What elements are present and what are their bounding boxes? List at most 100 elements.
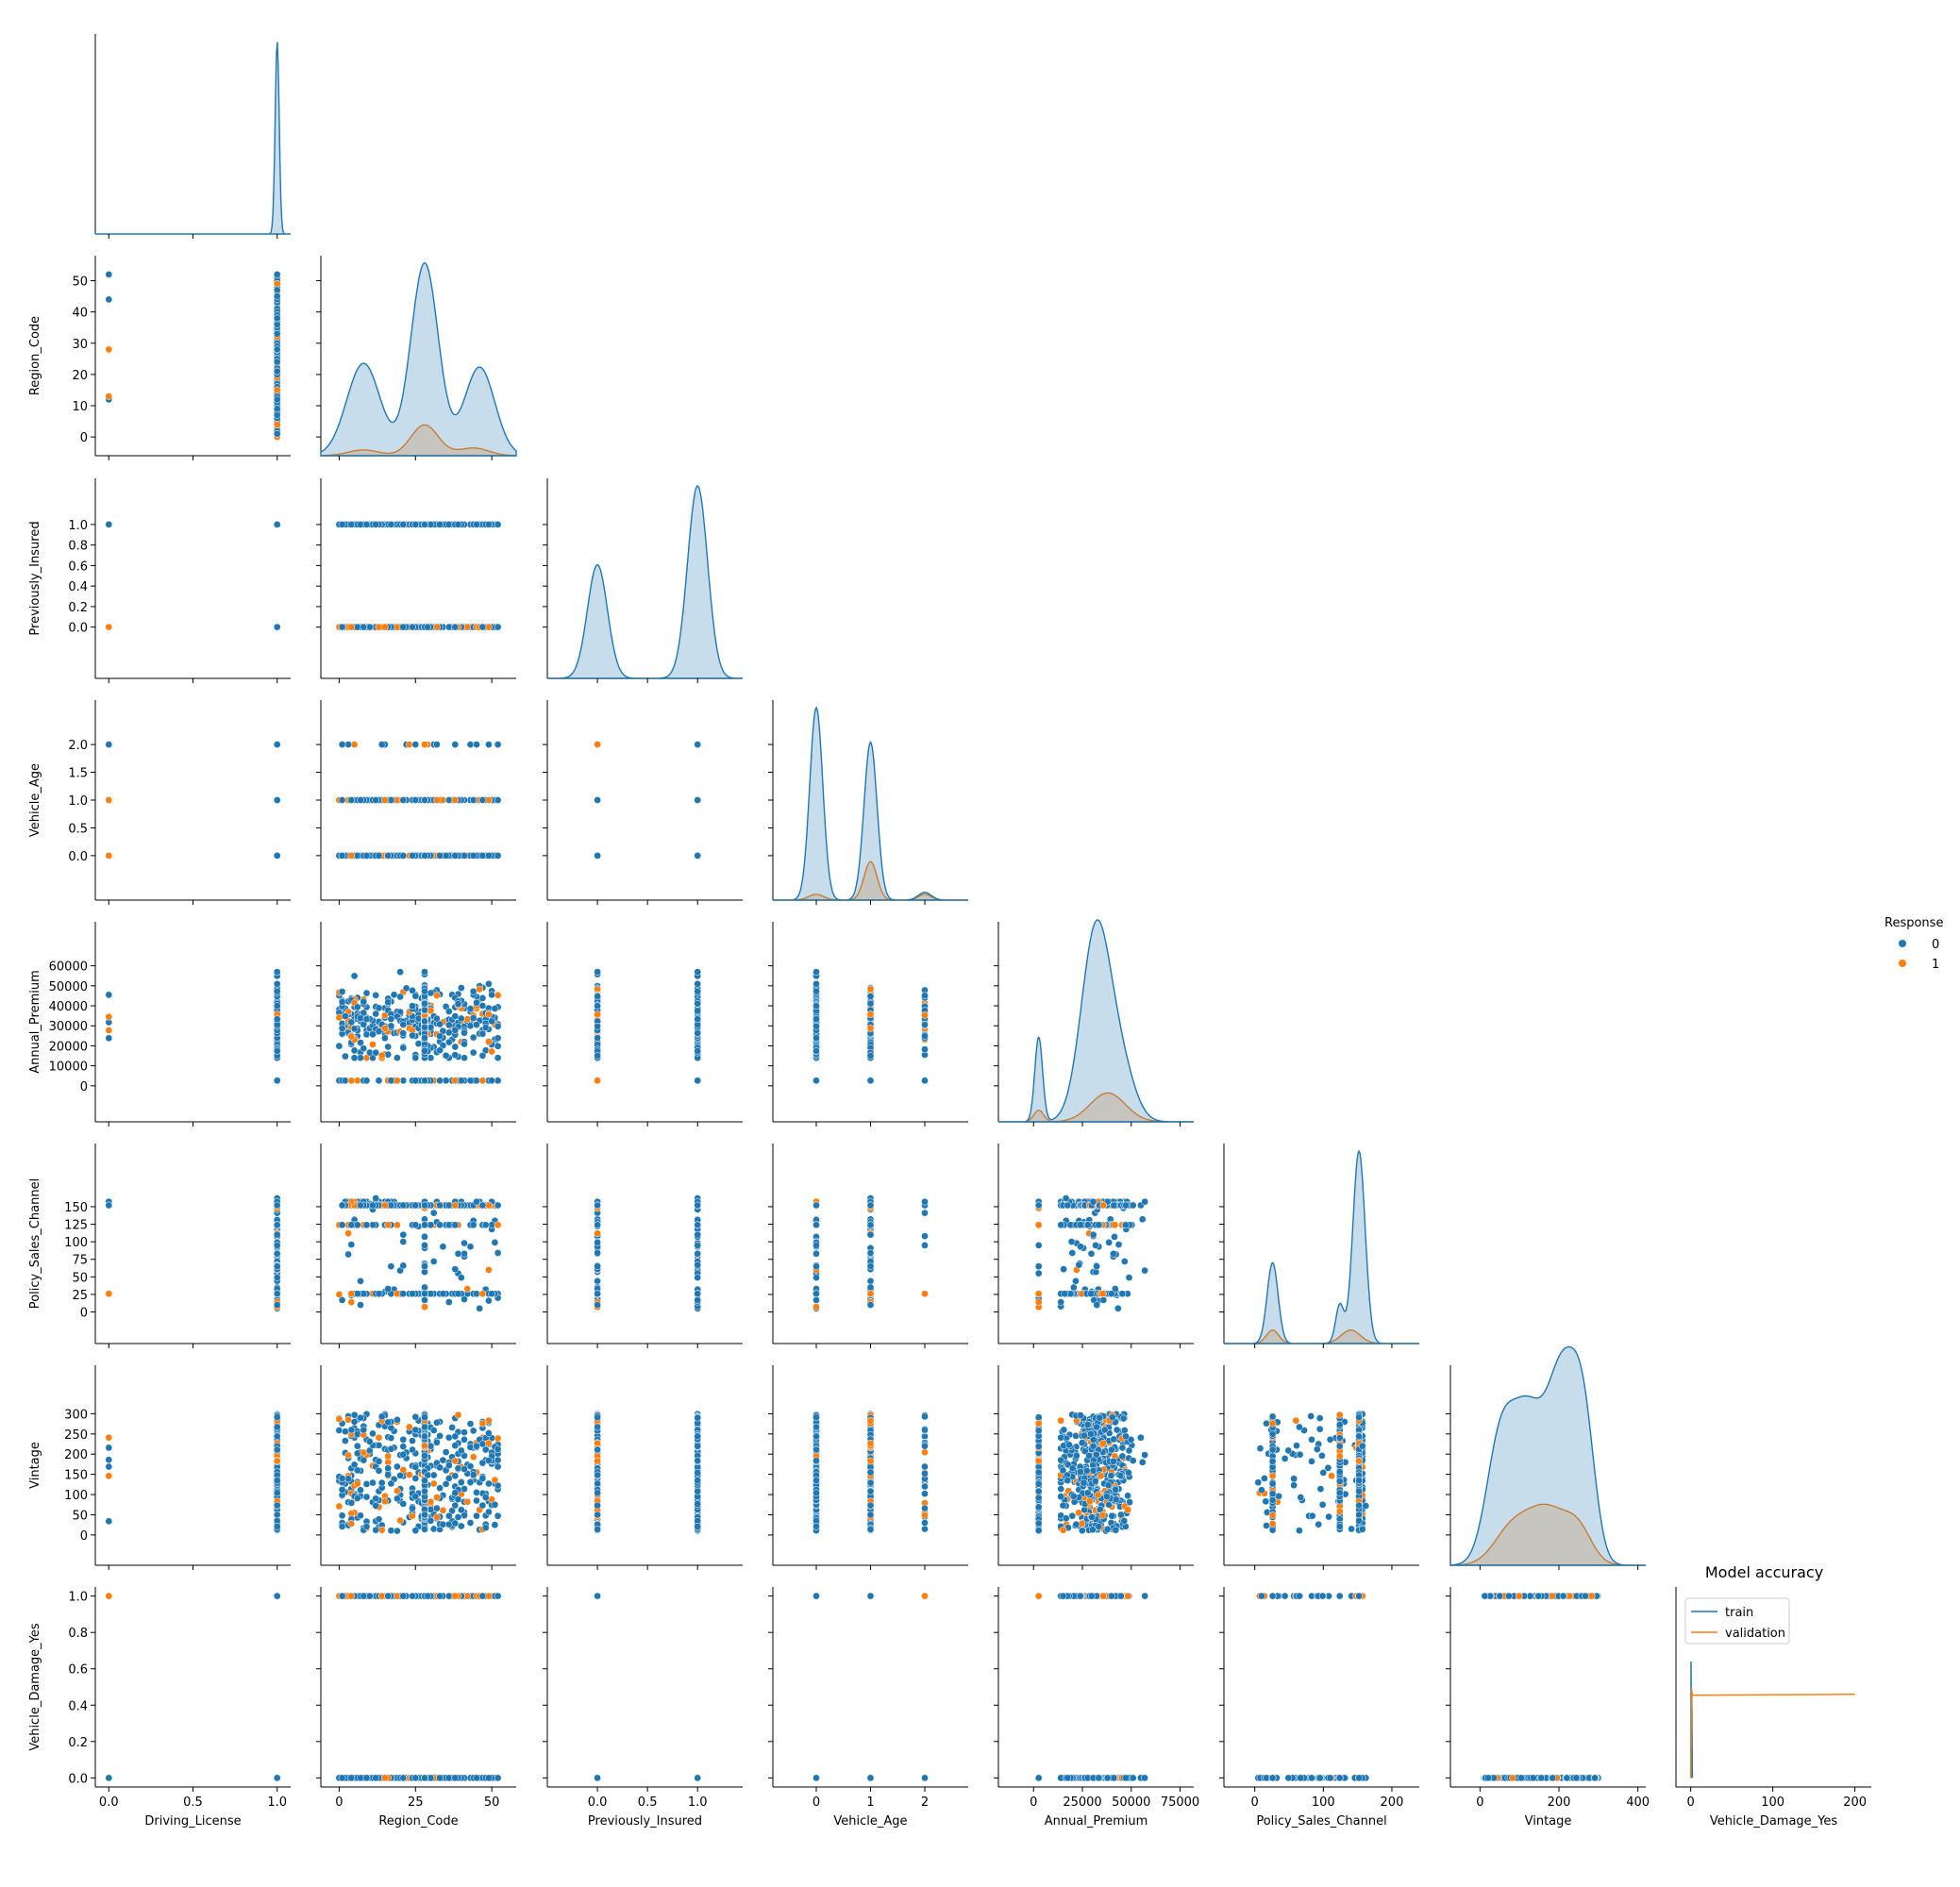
scatter-point xyxy=(105,1012,113,1021)
scatter-point xyxy=(273,292,281,300)
scatter-point xyxy=(377,741,386,748)
scatter-point xyxy=(469,1048,477,1057)
scatter-point xyxy=(694,796,702,804)
scatter-point xyxy=(457,1014,465,1023)
scatter-point xyxy=(411,1077,420,1085)
scatter-point xyxy=(494,1077,502,1085)
scatter-point xyxy=(473,521,480,528)
scatter-point xyxy=(433,623,441,631)
scatter-point xyxy=(494,623,502,631)
scatter-point xyxy=(390,991,398,999)
scatter-point xyxy=(105,623,113,631)
scatter-point xyxy=(451,1027,460,1034)
scatter-point xyxy=(384,1043,393,1051)
scatter-point xyxy=(372,521,380,528)
scatter-point xyxy=(494,521,502,528)
scatter-point xyxy=(399,796,408,804)
scatter-point xyxy=(411,741,420,748)
scatter-point xyxy=(350,1054,359,1062)
scatter-point xyxy=(399,1029,408,1037)
scatter-point xyxy=(451,623,460,631)
scatter-point xyxy=(375,852,383,860)
scatter-point xyxy=(344,741,352,748)
scatter-point xyxy=(488,1077,495,1085)
scatter-point xyxy=(463,1015,472,1023)
scatter-point xyxy=(342,1052,349,1060)
scatter-point xyxy=(105,345,113,354)
scatter-point xyxy=(362,1015,371,1024)
scatter-point xyxy=(451,1043,460,1051)
scatter-point xyxy=(494,1042,502,1050)
scatter-point xyxy=(411,796,420,804)
scatter-point xyxy=(421,999,428,1008)
scatter-point xyxy=(399,1021,408,1028)
y-tick-label: 20 xyxy=(72,369,88,383)
scatter-point xyxy=(342,1012,349,1020)
scatter-point xyxy=(335,1042,343,1050)
scatter-point xyxy=(436,1046,444,1055)
scatter-point xyxy=(338,521,346,528)
scatter-point xyxy=(273,279,281,288)
scatter-point xyxy=(273,321,281,328)
scatter-point xyxy=(273,1002,281,1010)
scatter-point xyxy=(387,1022,395,1030)
scatter-point xyxy=(461,1028,468,1037)
scatter-point xyxy=(394,623,401,631)
y-tick-label: 0.8 xyxy=(68,540,88,554)
scatter-point xyxy=(273,314,281,323)
y-tick-label: 30 xyxy=(72,338,88,352)
scatter-point xyxy=(427,1054,435,1062)
scatter-point xyxy=(105,295,113,304)
y-tick-label: 0.4 xyxy=(68,580,88,594)
scatter-point xyxy=(463,623,472,631)
scatter-point xyxy=(375,1027,383,1035)
scatter-point xyxy=(444,796,453,804)
scatter-point xyxy=(372,992,380,999)
scatter-point xyxy=(273,623,281,631)
scatter-point xyxy=(273,286,281,294)
scatter-point xyxy=(409,1002,416,1010)
scatter-point xyxy=(396,968,404,977)
panel-Previously_Insured-vs-Region_Code xyxy=(316,478,516,683)
scatter-point xyxy=(399,852,408,860)
scatter-point xyxy=(469,1033,477,1042)
y-axis-label: Region_Code xyxy=(28,316,42,395)
scatter-point xyxy=(466,1005,475,1012)
scatter-point xyxy=(485,521,493,528)
scatter-point xyxy=(105,796,113,804)
scatter-point xyxy=(491,1005,499,1012)
scatter-point xyxy=(362,989,371,997)
scatter-point xyxy=(594,796,601,804)
scatter-point xyxy=(461,1054,468,1062)
scatter-point xyxy=(273,386,281,394)
scatter-point xyxy=(485,852,493,860)
scatter-point xyxy=(433,741,441,748)
scatter-point xyxy=(694,741,702,748)
scatter-point xyxy=(421,1077,428,1085)
scatter-point xyxy=(273,405,281,413)
scatter-point xyxy=(478,1052,487,1060)
scatter-point xyxy=(409,623,416,631)
y-tick-label: 0 xyxy=(80,1080,88,1094)
scatter-point xyxy=(338,852,346,860)
scatter-point xyxy=(362,1030,371,1039)
scatter-point xyxy=(466,1077,475,1085)
scatter-point xyxy=(273,421,281,428)
scatter-point xyxy=(405,741,413,748)
scatter-point xyxy=(478,994,487,1002)
scatter-point xyxy=(439,796,447,804)
y-tick-label: 50000 xyxy=(49,980,88,994)
scatter-point xyxy=(444,1008,453,1015)
scatter-point xyxy=(442,852,450,860)
scatter-point xyxy=(372,796,380,804)
scatter-point xyxy=(421,741,428,748)
scatter-point xyxy=(421,796,428,804)
scatter-point xyxy=(421,521,428,528)
scatter-point xyxy=(273,367,281,376)
scatter-point xyxy=(369,1041,377,1048)
scatter-point xyxy=(444,1021,453,1029)
y-tick-label: 50 xyxy=(72,276,88,290)
scatter-point xyxy=(488,1047,495,1056)
scatter-point xyxy=(387,521,395,528)
scatter-point xyxy=(433,796,441,804)
